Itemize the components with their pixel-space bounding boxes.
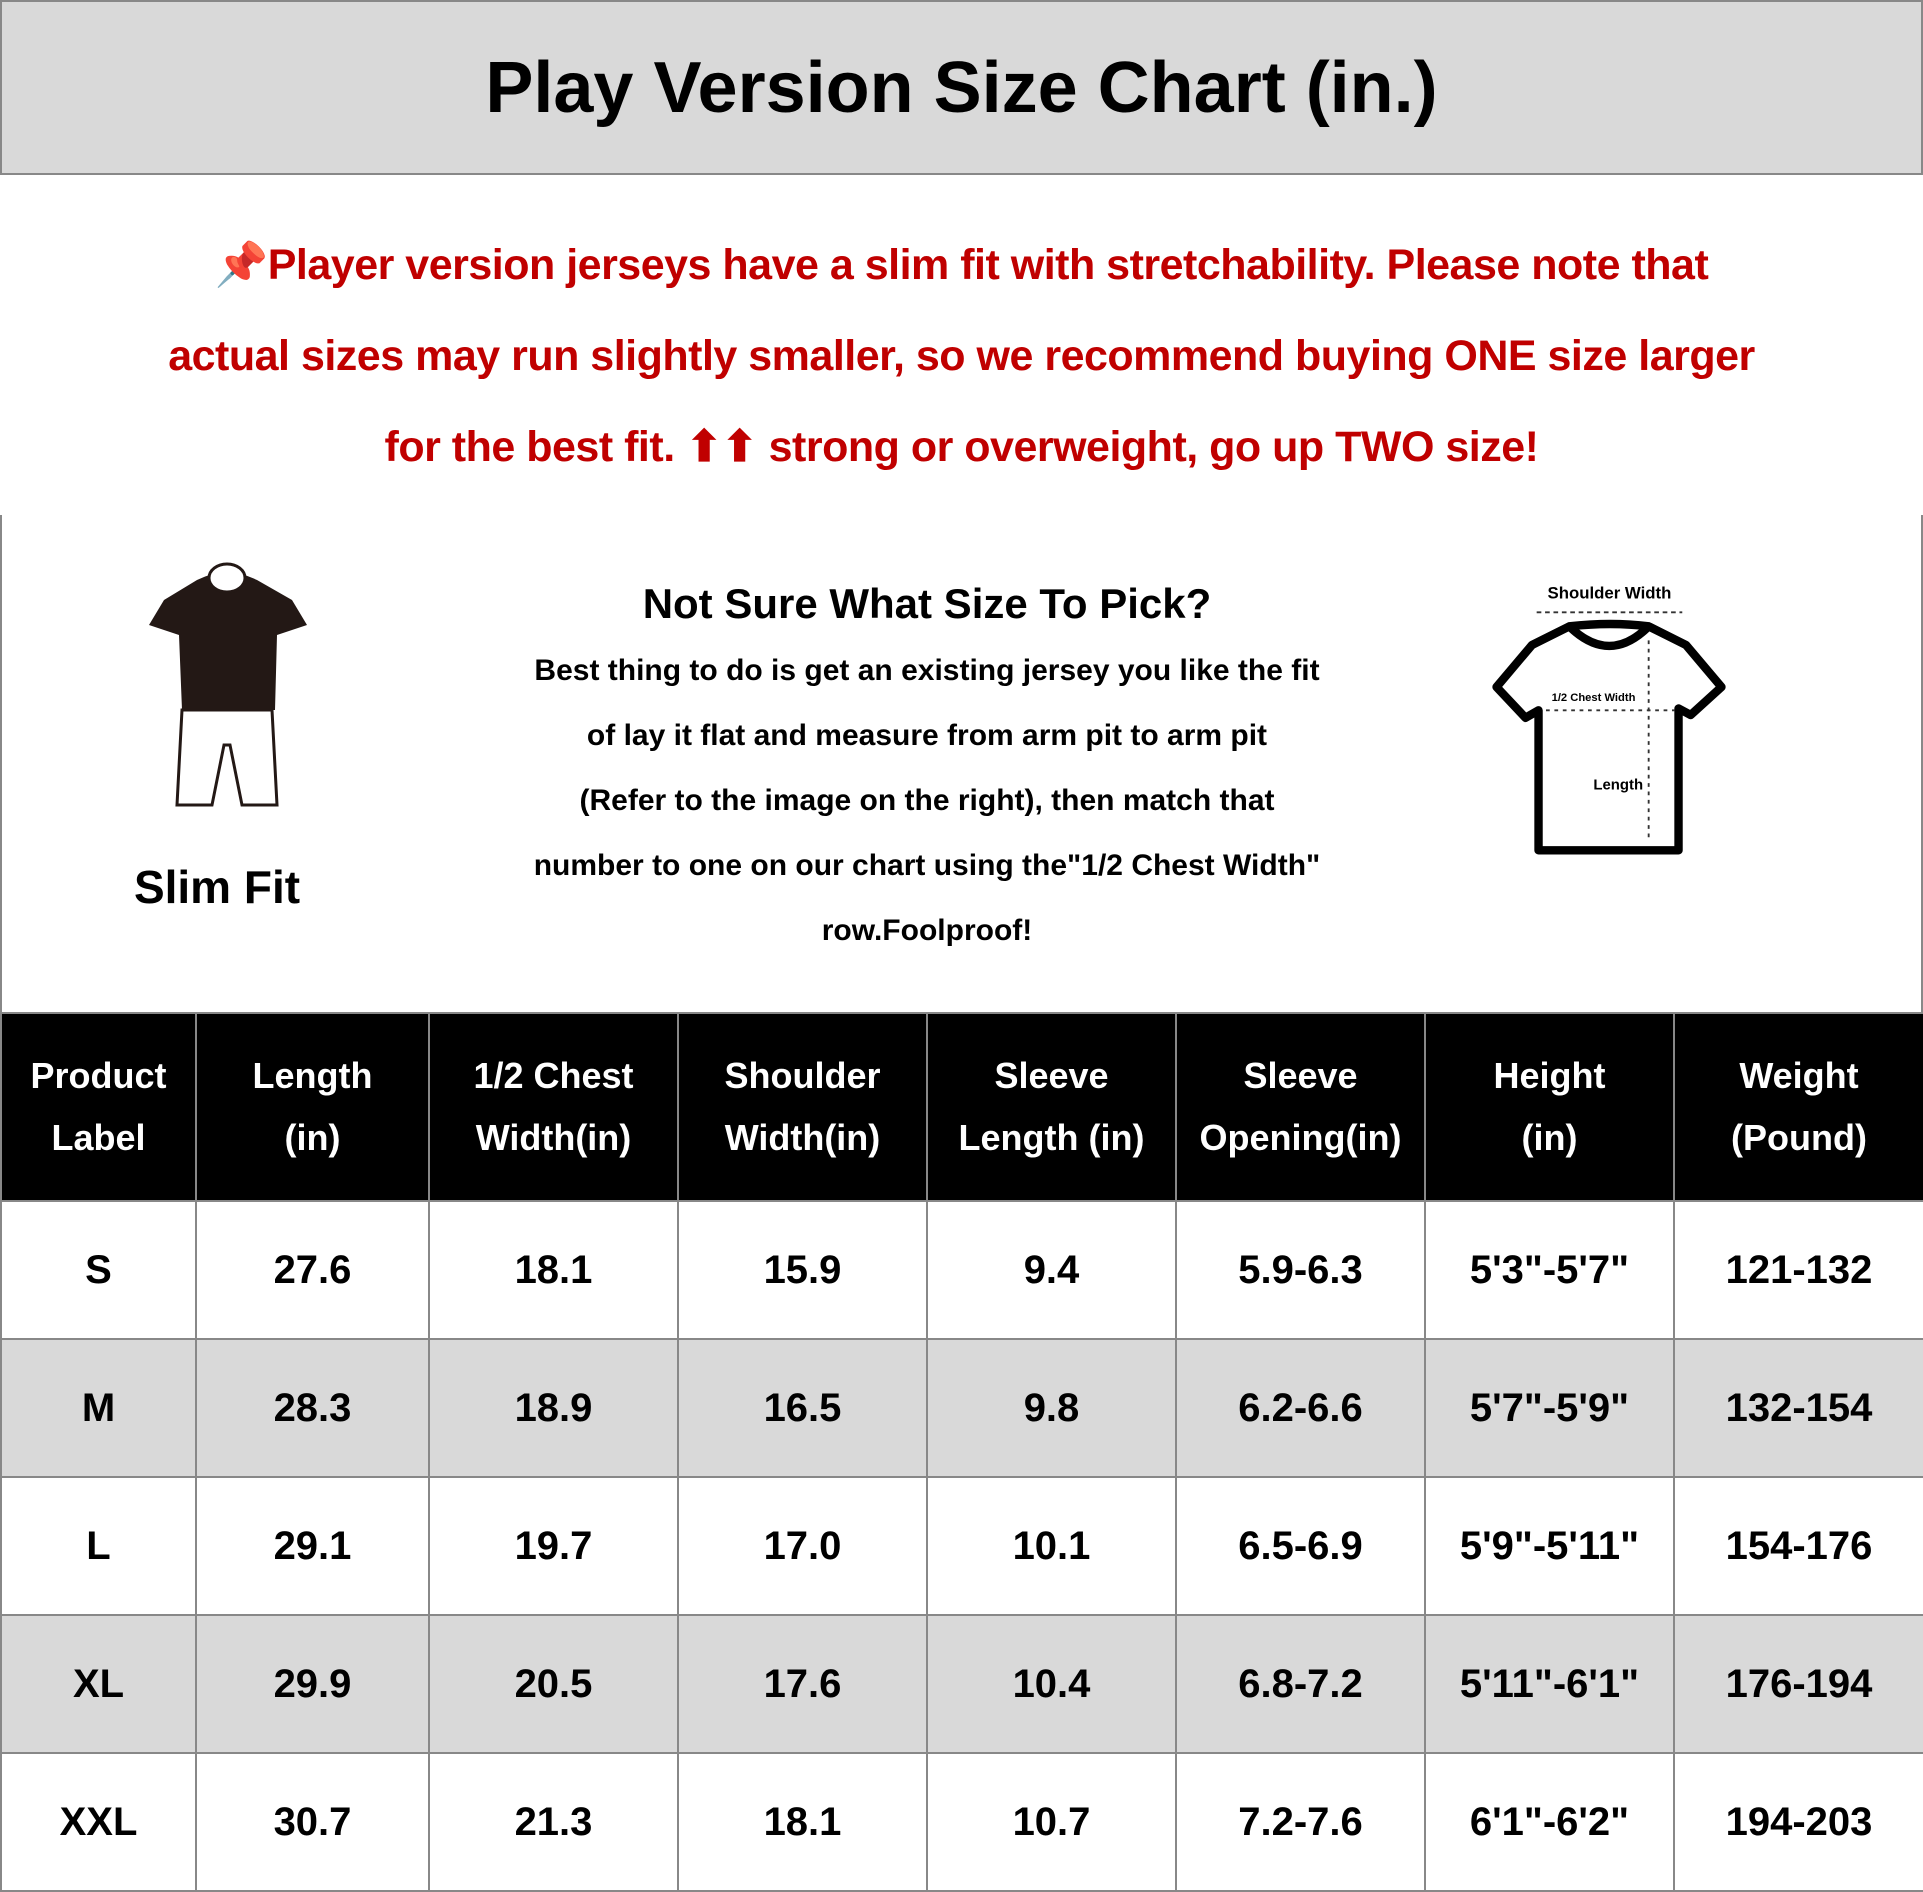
table-cell: 29.9 <box>195 1614 430 1754</box>
pushpin-icon: 📌 <box>214 241 269 289</box>
header-line: Width(in) <box>724 1117 881 1158</box>
table-cell: S <box>0 1200 197 1340</box>
table-cell: 18.1 <box>428 1200 679 1340</box>
header-line: Length <box>252 1055 373 1096</box>
shoulder-width-label: Shoulder Width <box>1548 583 1672 602</box>
header-line: Opening(in) <box>1199 1117 1402 1158</box>
table-cell: 5.9-6.3 <box>1175 1200 1426 1340</box>
header-line: (in) <box>284 1117 341 1158</box>
header-line: Width(in) <box>475 1117 632 1158</box>
table-cell: 5'3"-5'7" <box>1424 1200 1675 1340</box>
header-line: Sleeve <box>994 1055 1109 1096</box>
header-line: Sleeve <box>1243 1055 1358 1096</box>
table-cell: 18.1 <box>677 1752 928 1892</box>
table-cell: 154-176 <box>1673 1476 1923 1616</box>
table-row: XXL 30.7 21.3 18.1 10.7 7.2-7.6 6'1"-6'2" 194-2… <box>0 1752 1923 1892</box>
column-header: Sleeve Opening(in) <box>1175 1012 1426 1202</box>
table-cell: 15.9 <box>677 1200 928 1340</box>
table-cell: XXL <box>0 1752 197 1892</box>
header-line: (Pound) <box>1731 1117 1867 1158</box>
page-title-text: Play Version Size Chart (in.) <box>485 47 1438 128</box>
chest-width-label: 1/2 Chest Width <box>1552 692 1636 704</box>
table-cell: 20.5 <box>428 1614 679 1754</box>
table-row: M 28.3 18.9 16.5 9.8 6.2-6.6 5'7"-5'9" 132-154 <box>0 1338 1923 1478</box>
slim-fit-label: Slim Fit <box>133 861 301 913</box>
table-cell: 9.8 <box>926 1338 1177 1478</box>
table-cell: 29.1 <box>195 1476 430 1616</box>
column-header: Length (in) <box>195 1012 430 1202</box>
table-cell: XL <box>0 1614 197 1754</box>
column-header: Sleeve Length (in) <box>926 1012 1177 1202</box>
column-header: Height (in) <box>1424 1012 1675 1202</box>
table-cell: 6.5-6.9 <box>1175 1476 1426 1616</box>
column-header: Shoulder Width(in) <box>677 1012 928 1202</box>
header-line: Shoulder <box>724 1055 881 1096</box>
table-cell: 7.2-7.6 <box>1175 1752 1426 1892</box>
table-cell: 194-203 <box>1673 1752 1923 1892</box>
size-advice: Not Sure What Size To Pick? Best thing t… <box>402 580 1452 963</box>
table-cell: 17.6 <box>677 1614 928 1754</box>
table-cell: 5'11"-6'1" <box>1424 1614 1675 1754</box>
table-cell: 5'7"-5'9" <box>1424 1338 1675 1478</box>
table-cell: 10.7 <box>926 1752 1177 1892</box>
table-cell: 27.6 <box>195 1200 430 1340</box>
table-cell: 121-132 <box>1673 1200 1923 1340</box>
table-cell: 19.7 <box>428 1476 679 1616</box>
header-line: Length (in) <box>958 1117 1145 1158</box>
table-cell: 18.9 <box>428 1338 679 1478</box>
table-row: L 29.1 19.7 17.0 10.1 6.5-6.9 5'9"-5'11" 154-17… <box>0 1476 1923 1616</box>
table-cell: 6.2-6.6 <box>1175 1338 1426 1478</box>
column-header: Product Label <box>0 1012 197 1202</box>
fit-note: 📌Player version jerseys have a slim fit … <box>20 220 1903 493</box>
note-line-2: actual sizes may run slightly smaller, s… <box>168 332 1755 380</box>
header-line: Product <box>30 1055 167 1096</box>
table-cell: 176-194 <box>1673 1614 1923 1754</box>
arrow-up-icon: ⬆⬆ <box>686 423 758 471</box>
table-cell: 30.7 <box>195 1752 430 1892</box>
table-cell: 10.1 <box>926 1476 1177 1616</box>
column-header: 1/2 Chest Width(in) <box>428 1012 679 1202</box>
size-table: Product Label Length (in) 1/2 Chest Width(in)… <box>0 1012 1923 1892</box>
advice-heading: Not Sure What Size To Pick? <box>642 580 1212 627</box>
page-title: Play Version Size Chart (in.) <box>0 0 1923 175</box>
advice-line: number to one on our chart using the"1/2… <box>533 849 1321 882</box>
tshirt-measurement-diagram: Shoulder Width 1/2 Chest Width Length <box>1492 583 1726 855</box>
table-cell: 10.4 <box>926 1614 1177 1754</box>
table-cell: 6.8-7.2 <box>1175 1614 1426 1754</box>
header-line: 1/2 Chest <box>473 1055 634 1096</box>
table-row: S 27.6 18.1 15.9 9.4 5.9-6.3 5'3"-5'7" 121-132 <box>0 1200 1923 1340</box>
header-line: Height <box>1493 1055 1606 1096</box>
note-line-3a: for the best fit. <box>384 423 676 471</box>
table-cell: 21.3 <box>428 1752 679 1892</box>
table-cell: 6'1"-6'2" <box>1424 1752 1675 1892</box>
header-line: Label <box>51 1117 146 1158</box>
table-cell: M <box>0 1338 197 1478</box>
table-cell: 16.5 <box>677 1338 928 1478</box>
advice-line: of lay it flat and measure from arm pit … <box>586 719 1268 752</box>
info-section: Slim Fit Not Sure What Size To Pick? Bes… <box>0 515 1923 1012</box>
length-label: Length <box>1593 777 1643 794</box>
header-row: Product Label Length (in) 1/2 Chest Width(in)… <box>0 1012 1923 1202</box>
table-cell: L <box>0 1476 197 1616</box>
header-line: Weight <box>1739 1055 1859 1096</box>
note-line-3b: strong or overweight, go up TWO size! <box>768 423 1539 471</box>
table-cell: 5'9"-5'11" <box>1424 1476 1675 1616</box>
header-line: (in) <box>1521 1117 1578 1158</box>
mannequin-icon <box>149 562 307 807</box>
note-line-1: Player version jerseys have a slim fit w… <box>267 241 1709 289</box>
table-cell: 17.0 <box>677 1476 928 1616</box>
table-row: XL 29.9 20.5 17.6 10.4 6.8-7.2 5'11"-6'1" 176-1… <box>0 1614 1923 1754</box>
table-cell: 28.3 <box>195 1338 430 1478</box>
advice-line: row.Foolproof! <box>821 914 1033 947</box>
table-cell: 132-154 <box>1673 1338 1923 1478</box>
advice-line: (Refer to the image on the right), then … <box>579 784 1275 817</box>
column-header: Weight (Pound) <box>1673 1012 1923 1202</box>
table-cell: 9.4 <box>926 1200 1177 1340</box>
advice-line: Best thing to do is get an existing jers… <box>534 654 1320 687</box>
